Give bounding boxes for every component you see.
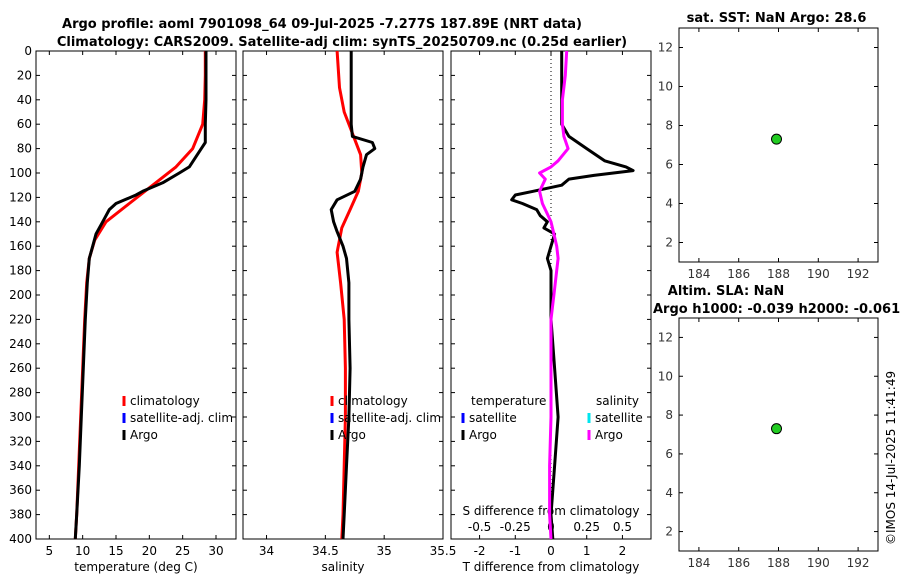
difference-series-sdifferenceargo (538, 50, 570, 540)
depth-tick-label: 100 (9, 166, 32, 180)
depth-tick-label: 380 (9, 508, 32, 522)
difference-series-tdifferenceargo (510, 51, 635, 540)
sst-x-tick-label: 186 (727, 267, 750, 281)
sst-y-tick-label: 2 (665, 236, 673, 250)
difference-tick-label: 2 (619, 544, 627, 558)
sst-data-point (771, 133, 783, 145)
temperature-legend-label: Argo (130, 428, 158, 442)
t-difference-legend-label: satellite (469, 411, 517, 425)
sst-title: sat. SST: NaN Argo: 28.6 (687, 11, 867, 26)
depth-tick-label: 320 (9, 434, 32, 448)
depth-tick-label: 160 (9, 239, 32, 253)
s-difference-tick-label: -0.25 (500, 520, 531, 534)
depth-tick-label: 0 (24, 44, 32, 58)
s-difference-legend-label: Argo (595, 428, 623, 442)
difference-tick-label: 0 (547, 544, 555, 558)
depth-tick-label: 180 (9, 264, 32, 278)
salinity-legend-label: Argo (338, 428, 366, 442)
depth-tick-label: 120 (9, 190, 32, 204)
salinity-legend-label: satellite-adj. clim (338, 411, 441, 425)
salinity-tick-label: 35 (377, 544, 392, 558)
sla-frame (678, 317, 879, 552)
difference-tick-label: 1 (583, 544, 591, 558)
depth-tick-label: 360 (9, 483, 32, 497)
salinity-tick-label: 34.5 (312, 544, 339, 558)
temperature-legend-label: satellite-adj. clim (130, 411, 233, 425)
sst-frame (678, 27, 879, 263)
depth-tick-label: 80 (17, 142, 32, 156)
sla-x-tick-label: 184 (687, 556, 710, 570)
depth-tick-label: 280 (9, 386, 32, 400)
imos-watermark: ©IMOS 14-Jul-2025 11:41:49 (884, 371, 898, 545)
sla-y-tick-label: 8 (665, 408, 673, 422)
depth-tick-label: 400 (9, 532, 32, 546)
sst-y-tick-label: 6 (665, 158, 673, 172)
sst-y-tick-label: 4 (665, 197, 673, 211)
sst-y-tick-label: 12 (658, 41, 673, 55)
sla-x-tick-label: 190 (807, 556, 830, 570)
temperature-tick-label: 25 (175, 544, 190, 558)
depth-tick-label: 300 (9, 410, 32, 424)
sla-y-tick-label: 12 (658, 330, 673, 344)
sst-x-tick-label: 184 (687, 267, 710, 281)
s-difference-tick-label: 0.25 (573, 520, 600, 534)
difference-tick-label: -1 (509, 544, 521, 558)
s-legend-title: salinity (596, 394, 639, 408)
temperature-tick-label: 20 (142, 544, 157, 558)
difference-xlabel: T difference from climatology (462, 560, 640, 574)
temperature-legend-label: climatology (130, 394, 200, 408)
sla-x-tick-label: 186 (727, 556, 750, 570)
temperature-xlabel: temperature (deg C) (74, 560, 197, 574)
temperature-tick-label: 30 (208, 544, 223, 558)
sla-data-point (771, 423, 783, 435)
sla-subtitle: Argo h1000: -0.039 h2000: -0.061 (653, 302, 900, 317)
sst-x-tick-label: 190 (807, 267, 830, 281)
depth-tick-label: 240 (9, 337, 32, 351)
depth-tick-label: 340 (9, 459, 32, 473)
salinity-xlabel: salinity (321, 560, 364, 574)
salinity-series-argo (329, 51, 377, 540)
temperature-tick-label: 5 (46, 544, 54, 558)
plots-group: 0204060801001201401601802002202402602803… (9, 11, 900, 574)
sla-y-tick-label: 2 (665, 525, 673, 539)
salinity-legend-label: climatology (338, 394, 408, 408)
s-difference-legend-label: satellite (595, 411, 643, 425)
sla-title: Altim. SLA: NaN (668, 284, 784, 299)
difference-tick-label: -2 (474, 544, 486, 558)
figure-title-line2: Climatology: CARS2009. Satellite-adj cli… (57, 35, 627, 50)
salinity-tick-label: 35.5 (430, 544, 457, 558)
figure-title-line1: Argo profile: aoml 7901098_64 09-Jul-202… (62, 17, 582, 32)
depth-tick-label: 60 (17, 117, 32, 131)
temperature-tick-label: 10 (75, 544, 90, 558)
temperature-series-argo (73, 51, 208, 540)
sst-y-tick-label: 8 (665, 119, 673, 133)
salinity-tick-label: 34 (259, 544, 274, 558)
depth-tick-label: 200 (9, 288, 32, 302)
temperature-tick-label: 15 (108, 544, 123, 558)
depth-tick-label: 40 (17, 93, 32, 107)
sst-x-tick-label: 188 (767, 267, 790, 281)
depth-tick-label: 220 (9, 312, 32, 326)
sla-x-tick-label: 192 (847, 556, 870, 570)
sla-x-tick-label: 188 (767, 556, 790, 570)
depth-tick-label: 140 (9, 215, 32, 229)
sla-y-tick-label: 4 (665, 486, 673, 500)
sla-y-tick-label: 6 (665, 447, 673, 461)
s-difference-tick-label: -0.5 (468, 520, 491, 534)
sla-y-tick-label: 10 (658, 369, 673, 383)
t-legend-title: temperature (471, 394, 546, 408)
t-difference-legend-label: Argo (469, 428, 497, 442)
sst-y-tick-label: 10 (658, 80, 673, 94)
s-difference-tick-label: 0.5 (613, 520, 632, 534)
depth-tick-label: 20 (17, 68, 32, 82)
temperature-series-climatology (73, 51, 207, 540)
sst-x-tick-label: 192 (847, 267, 870, 281)
depth-tick-label: 260 (9, 361, 32, 375)
